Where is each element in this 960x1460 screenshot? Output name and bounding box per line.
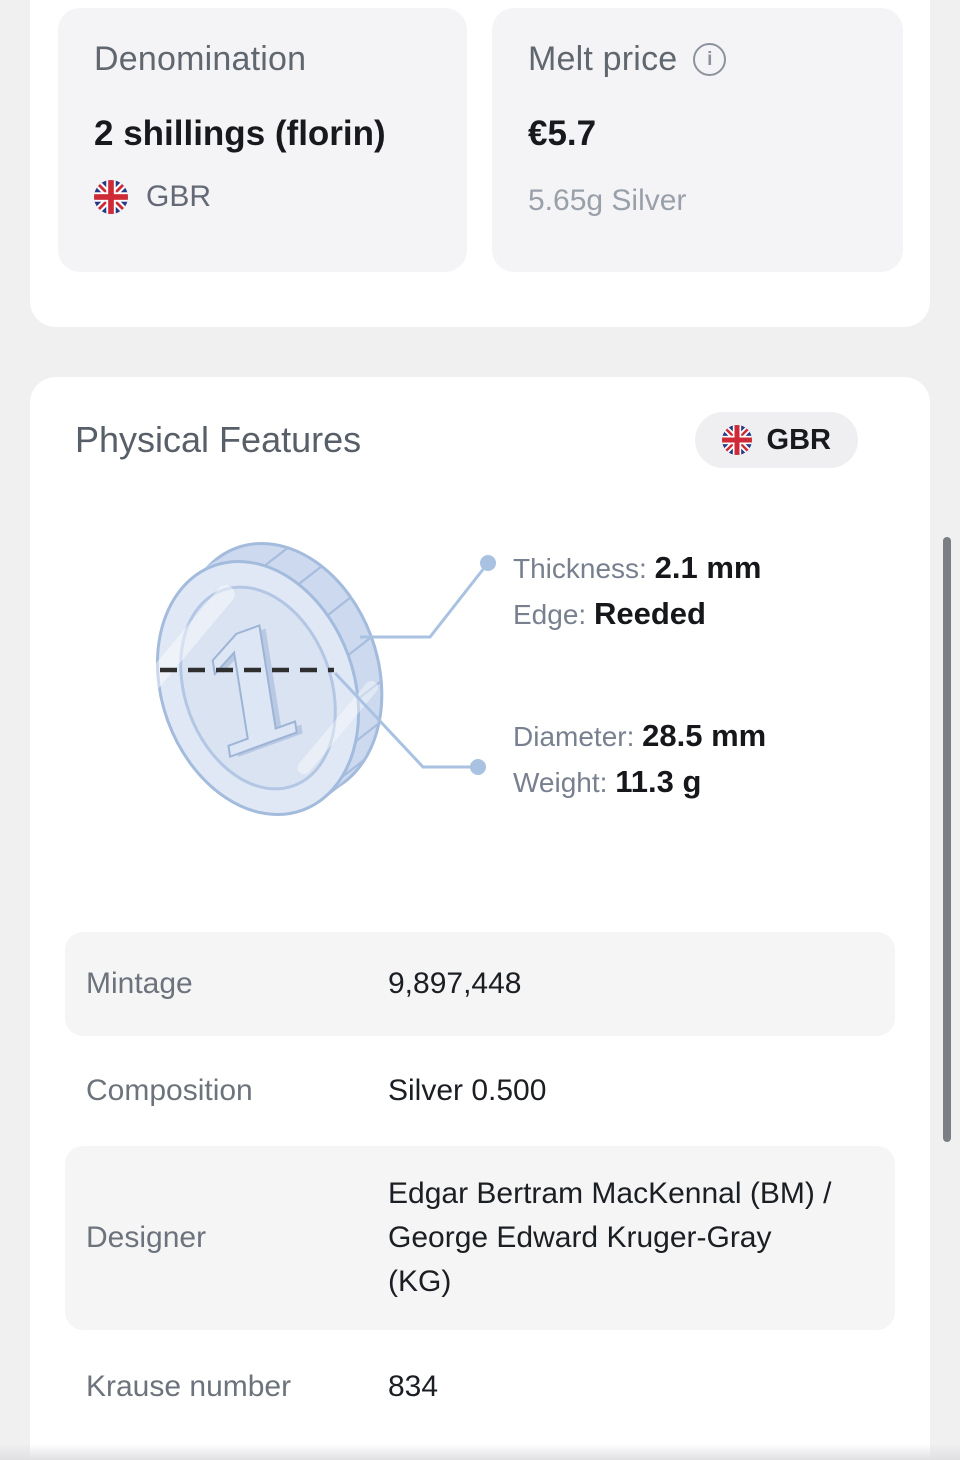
gbr-flag-icon <box>721 425 752 455</box>
table-row-mintage: Mintage 9,897,448 <box>65 932 895 1036</box>
diameter-weight-callout: Diameter: 28.5 mm Weight: 11.3 g <box>513 713 766 805</box>
thickness-value: 2.1 mm <box>654 550 762 585</box>
physical-features-card: Physical Features GBR <box>30 377 930 1460</box>
callout-dot-top <box>480 555 496 571</box>
edge-label: Edge: <box>513 599 587 630</box>
table-row-composition: Composition Silver 0.500 <box>65 1036 895 1146</box>
diameter-value: 28.5 mm <box>642 718 767 753</box>
row-label: Mintage <box>86 967 193 1000</box>
table-row-designer: Designer Edgar Bertram MacKennal (BM) / … <box>65 1146 895 1330</box>
thickness-label: Thickness: <box>513 553 647 584</box>
melt-price-value: €5.7 <box>528 114 597 153</box>
weight-value: 11.3 g <box>615 764 702 799</box>
coin-illustration: 1 1 <box>130 541 496 816</box>
row-label: Composition <box>86 1074 253 1107</box>
row-label: Designer <box>86 1221 207 1254</box>
physical-features-title: Physical Features <box>75 419 362 460</box>
denomination-tile: Denomination 2 shillings (florin) GBR <box>58 8 467 272</box>
diameter-label: Diameter: <box>513 721 635 752</box>
scrollbar-thumb[interactable] <box>943 537 951 1142</box>
melt-price-tile: Melt price i €5.7 5.65g Silver <box>492 8 903 272</box>
country-badge-code: GBR <box>766 423 831 456</box>
callout-lines <box>333 562 490 769</box>
row-label: Krause number <box>86 1369 292 1403</box>
gbr-flag-icon <box>94 180 128 214</box>
row-value: 834 <box>388 1369 439 1403</box>
edge-value: Reeded <box>593 596 706 631</box>
denomination-title: Denomination <box>94 40 307 78</box>
melt-price-subtitle: 5.65g Silver <box>528 184 687 217</box>
denomination-country-code: GBR <box>146 180 212 213</box>
row-value: Edgar Bertram MacKennal (BM) / George Ed… <box>388 1177 832 1298</box>
melt-price-title: Melt price i <box>528 40 727 79</box>
denomination-value: 2 shillings (florin) <box>94 114 386 153</box>
info-icon[interactable]: i <box>693 43 727 76</box>
row-value: Silver 0.500 <box>388 1074 547 1107</box>
stats-card: Denomination 2 shillings (florin) GBR <box>30 0 930 327</box>
weight-label: Weight: <box>513 767 608 798</box>
denomination-country: GBR <box>94 180 211 214</box>
callout-dot-bottom <box>470 759 486 775</box>
coin-details-table: Mintage 9,897,448 Composition Silver 0.5… <box>65 932 895 1443</box>
table-row-krause-number: Krause number 834 <box>65 1330 895 1443</box>
thickness-edge-callout: Thickness: 2.1 mm Edge: Reeded <box>513 545 761 637</box>
country-badge[interactable]: GBR <box>694 412 858 468</box>
bottom-fade <box>0 1444 960 1460</box>
melt-price-title-text: Melt price <box>528 40 678 78</box>
row-value: 9,897,448 <box>388 967 522 1000</box>
